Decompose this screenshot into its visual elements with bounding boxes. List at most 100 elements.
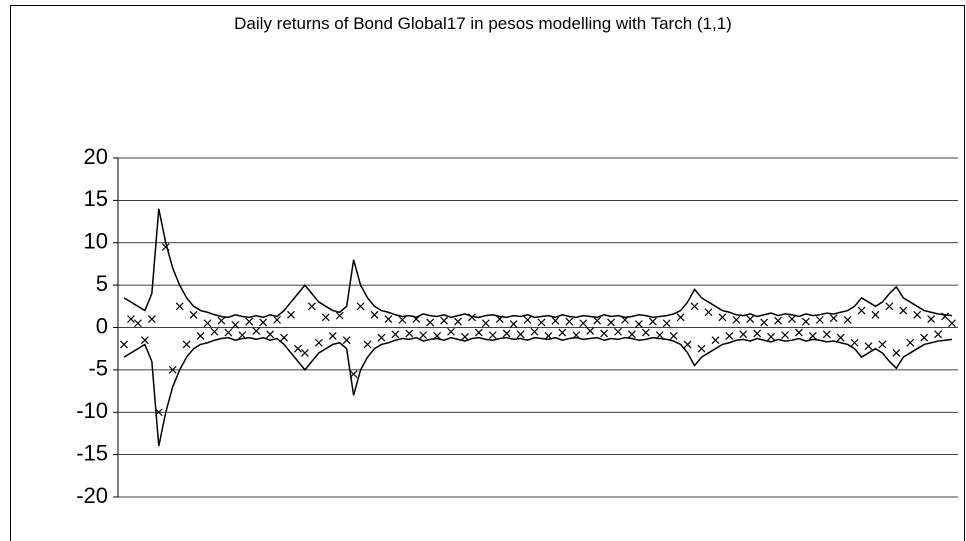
data-point xyxy=(314,338,323,347)
data-point xyxy=(127,315,135,323)
data-point xyxy=(133,319,142,328)
data-point xyxy=(370,310,379,319)
data-point xyxy=(628,330,636,339)
data-point xyxy=(294,344,302,353)
band-line xyxy=(123,208,953,319)
chart-title: Daily returns of Bond Global17 in pesos … xyxy=(234,14,732,33)
data-point xyxy=(488,331,497,340)
data-point xyxy=(300,349,309,357)
data-point xyxy=(342,336,351,345)
data-point xyxy=(454,317,462,326)
data-point xyxy=(502,329,511,338)
y-tick-label: 0 xyxy=(96,313,108,338)
data-point xyxy=(377,333,386,342)
data-point xyxy=(871,310,880,319)
data-point xyxy=(509,320,518,329)
data-point xyxy=(321,313,330,322)
data-point xyxy=(607,318,615,327)
data-point xyxy=(934,330,943,339)
data-point xyxy=(307,302,316,311)
data-point xyxy=(426,318,435,327)
data-point xyxy=(774,316,782,325)
data-point xyxy=(767,332,776,341)
data-point xyxy=(614,327,622,336)
data-point xyxy=(718,313,727,322)
data-point xyxy=(516,330,525,339)
data-point xyxy=(697,344,706,353)
data-point xyxy=(224,328,233,337)
data-point xyxy=(189,310,198,319)
data-point xyxy=(746,315,755,323)
data-point xyxy=(168,365,177,374)
data-point xyxy=(245,317,254,326)
data-point xyxy=(363,340,372,349)
data-point xyxy=(586,326,595,335)
data-point xyxy=(273,315,282,324)
data-point xyxy=(140,336,149,345)
data-point xyxy=(593,316,602,325)
data-point xyxy=(579,319,588,328)
data-point xyxy=(836,333,845,342)
data-point xyxy=(328,332,337,340)
data-point xyxy=(788,315,796,323)
data-point xyxy=(878,340,887,349)
data-point xyxy=(266,330,275,339)
data-point xyxy=(676,313,685,322)
data-point xyxy=(447,327,455,336)
y-tick-label: -5 xyxy=(88,356,108,381)
y-tick-label: -20 xyxy=(76,483,108,508)
data-point xyxy=(461,332,469,341)
data-point xyxy=(683,340,692,349)
data-point xyxy=(252,326,261,335)
data-point xyxy=(287,310,295,319)
data-point xyxy=(739,330,748,339)
data-point xyxy=(182,340,191,349)
data-point xyxy=(843,315,852,324)
band-line xyxy=(123,336,953,447)
data-point xyxy=(175,302,184,311)
data-point xyxy=(537,318,546,327)
data-point xyxy=(600,329,609,338)
y-tick-label: 5 xyxy=(96,271,108,296)
data-point xyxy=(655,331,664,340)
data-point xyxy=(781,331,789,340)
data-point xyxy=(147,315,156,323)
data-point xyxy=(899,306,908,315)
data-point xyxy=(857,306,866,315)
data-point xyxy=(391,330,400,339)
data-point xyxy=(822,330,831,339)
data-point xyxy=(356,302,365,311)
data-point xyxy=(474,328,483,337)
data-point xyxy=(259,318,268,327)
data-point xyxy=(558,328,567,337)
data-point xyxy=(794,328,803,337)
data-point xyxy=(753,329,762,338)
data-point xyxy=(530,327,539,336)
chart-border xyxy=(10,5,965,541)
data-point xyxy=(231,321,240,329)
data-point xyxy=(335,311,344,320)
data-point xyxy=(523,315,532,324)
data-point xyxy=(280,333,288,342)
data-point xyxy=(690,302,699,311)
y-tick-label: 10 xyxy=(84,229,108,254)
data-point xyxy=(732,315,741,324)
data-point xyxy=(203,319,212,328)
data-point xyxy=(641,328,650,337)
data-point xyxy=(120,340,128,349)
data-point xyxy=(662,319,671,328)
y-tick-label: -10 xyxy=(76,398,108,423)
data-point xyxy=(210,327,219,336)
data-point xyxy=(196,332,205,340)
data-point xyxy=(648,317,657,326)
data-point xyxy=(704,308,713,317)
data-point xyxy=(808,332,817,340)
data-point xyxy=(725,332,734,340)
y-tick-label: 15 xyxy=(84,186,108,211)
data-point xyxy=(565,317,574,326)
data-point xyxy=(440,316,448,325)
data-point xyxy=(481,319,490,328)
data-point xyxy=(948,319,956,328)
data-point xyxy=(829,314,838,323)
